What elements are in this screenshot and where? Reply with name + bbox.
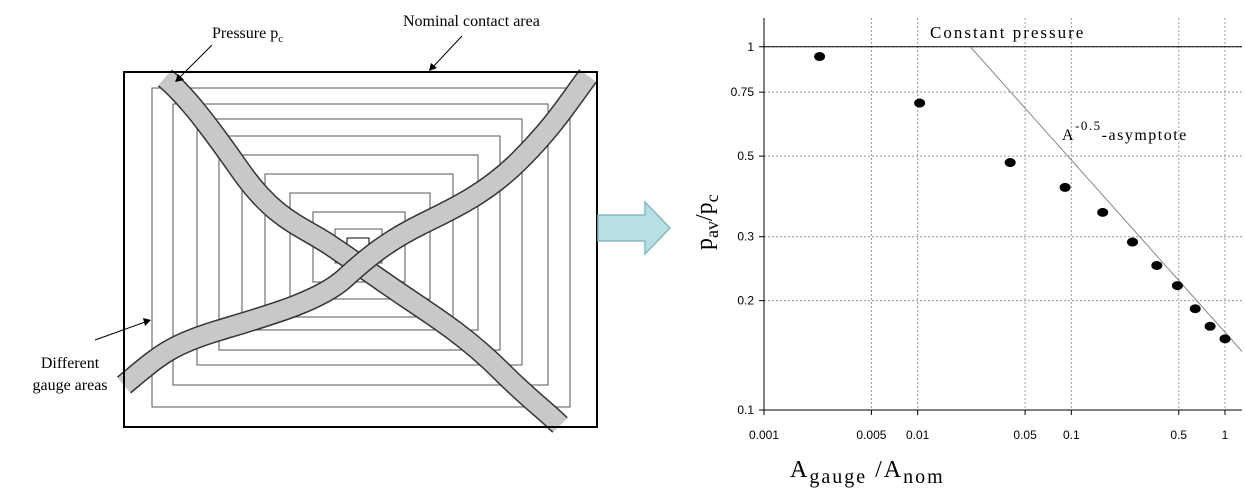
- annotation-exponent: -0.5: [1075, 118, 1102, 133]
- pressure-label: Pressure pc: [212, 25, 283, 45]
- point: [1171, 281, 1183, 291]
- x-tick-label: 0.05: [1013, 428, 1037, 442]
- nominal-area: [123, 71, 598, 428]
- title-sub: av: [702, 221, 722, 238]
- point: [1219, 334, 1231, 344]
- arrowhead: [429, 63, 437, 71]
- arrowheads: [143, 63, 437, 326]
- title-sep: /p: [692, 202, 718, 221]
- gauge-label: gauge areas: [32, 377, 107, 394]
- annotation-base: A: [1062, 127, 1075, 144]
- x-tick-label: 0.001: [749, 428, 779, 442]
- y-tick-label: 0.2: [737, 294, 754, 308]
- annotation-suffix: -asymptote: [1102, 127, 1188, 144]
- pointers: [94, 35, 463, 341]
- x-axis-title: Agauge /Anom: [790, 457, 945, 488]
- title-base: p: [692, 238, 718, 250]
- point: [1097, 207, 1109, 217]
- x-tick-label: 1: [1222, 428, 1229, 442]
- pointer: [430, 35, 463, 70]
- pointer: [176, 44, 213, 81]
- y-tick-label: 0.75: [731, 85, 755, 99]
- gauge-area: [218, 135, 501, 351]
- gauge-area: [172, 103, 549, 386]
- gauge-area: [241, 154, 479, 331]
- transition-arrow: [597, 200, 672, 256]
- point: [1126, 237, 1138, 247]
- annotation: A-0.5-asymptote: [1062, 118, 1188, 144]
- annotation: Constant pressure: [930, 23, 1085, 42]
- title-sub: nom: [903, 466, 945, 488]
- y-tick-label: 0.1: [737, 403, 754, 417]
- x-tick-label: 0.01: [906, 428, 930, 442]
- contact-band: [117, 70, 596, 393]
- point: [1151, 260, 1163, 270]
- x-tick-label: 0.005: [856, 428, 886, 442]
- pointer: [94, 320, 149, 341]
- gauge-area: [151, 87, 571, 408]
- nominal-label: Nominal contact area: [403, 13, 540, 30]
- x-tick-label: 0.5: [1170, 428, 1187, 442]
- gauge-area: [196, 118, 523, 366]
- point: [814, 52, 826, 62]
- title-sub: c: [702, 194, 722, 202]
- point: [1189, 304, 1201, 314]
- point: [914, 98, 926, 108]
- diagram: [94, 35, 598, 433]
- annotation-text: Constant pressure: [930, 23, 1085, 42]
- y-tick-label: 0.5: [737, 149, 754, 163]
- chart: 0.1 0.2 0.3 0.5 0.75 1 0.001 0.005 0.01 0.05 0.1 0.…: [692, 18, 1243, 488]
- reference-line: [969, 46, 1243, 352]
- y-tick-label: 0.3: [737, 230, 754, 244]
- title-sub: gauge: [809, 466, 867, 488]
- point: [1004, 158, 1016, 168]
- y-tick-label: 1: [747, 40, 754, 54]
- title-sep: /A: [867, 457, 903, 483]
- gauge-area: [264, 173, 454, 318]
- y-axis-title: pav/pc: [692, 194, 722, 250]
- point: [1204, 321, 1216, 331]
- x-tick-label: 0.1: [1063, 428, 1080, 442]
- arrowhead: [175, 74, 184, 82]
- arrowhead: [143, 318, 151, 326]
- gauge-area: [289, 192, 431, 300]
- point: [1059, 182, 1071, 192]
- label-text: Pressure p: [212, 25, 278, 42]
- title-base: A: [790, 457, 809, 483]
- label-subscript: c: [278, 33, 283, 45]
- gauge-label: Different: [41, 355, 100, 372]
